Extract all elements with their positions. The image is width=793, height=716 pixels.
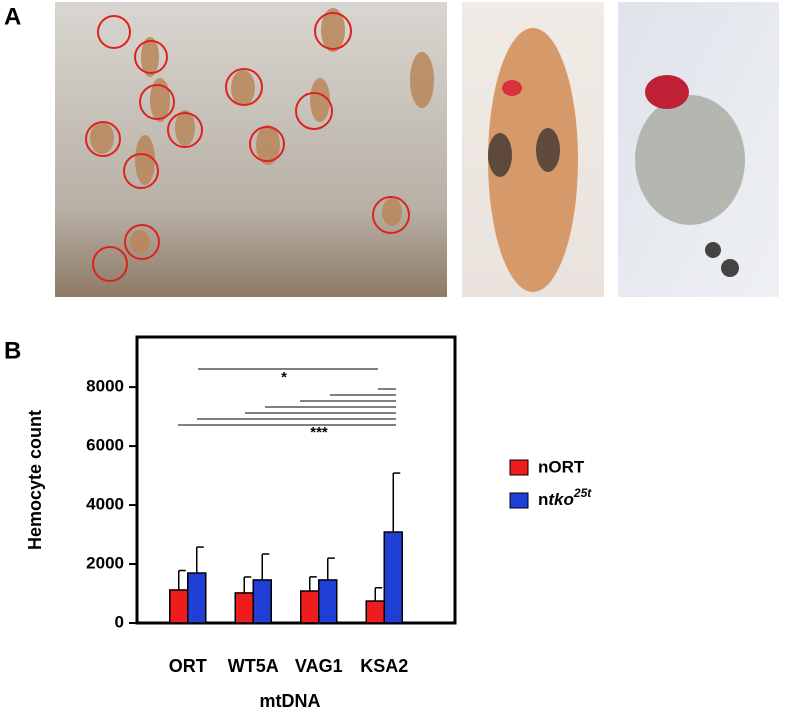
y-tick-label: 4000: [86, 495, 124, 514]
panel-label: B: [4, 337, 21, 364]
annotation: *: [281, 369, 287, 386]
legend-label: ntko25t: [538, 486, 592, 509]
x-tick-label: VAG1: [295, 656, 343, 676]
bar: [383, 531, 403, 624]
annotation: ***: [310, 424, 328, 441]
legend-label: nORT: [538, 457, 585, 476]
bar: [187, 572, 207, 624]
bar: [169, 589, 189, 624]
legend-swatch: [509, 492, 529, 509]
y-axis-label: Hemocyte count: [25, 410, 45, 550]
legend-swatch: [509, 459, 529, 476]
plot-frame: [135, 335, 457, 625]
x-tick-label: WT5A: [228, 656, 279, 676]
x-axis-label: mtDNA: [260, 691, 321, 711]
x-tick-label: ORT: [169, 656, 207, 676]
y-tick-label: 0: [115, 612, 124, 631]
bar: [318, 579, 338, 624]
panel-label: A: [4, 3, 21, 30]
x-tick-label: KSA2: [360, 656, 408, 676]
significance-lines: [178, 368, 396, 426]
photo-vial: [55, 2, 447, 297]
photo-pupa: [462, 2, 604, 297]
y-tick-label: 8000: [86, 377, 124, 396]
bar: [234, 592, 254, 624]
bar: [300, 590, 320, 624]
bar: [365, 600, 385, 624]
photo-dissected: [618, 2, 779, 297]
y-tick-label: 6000: [86, 436, 124, 455]
bar: [252, 579, 272, 624]
y-tick-label: 2000: [86, 554, 124, 573]
